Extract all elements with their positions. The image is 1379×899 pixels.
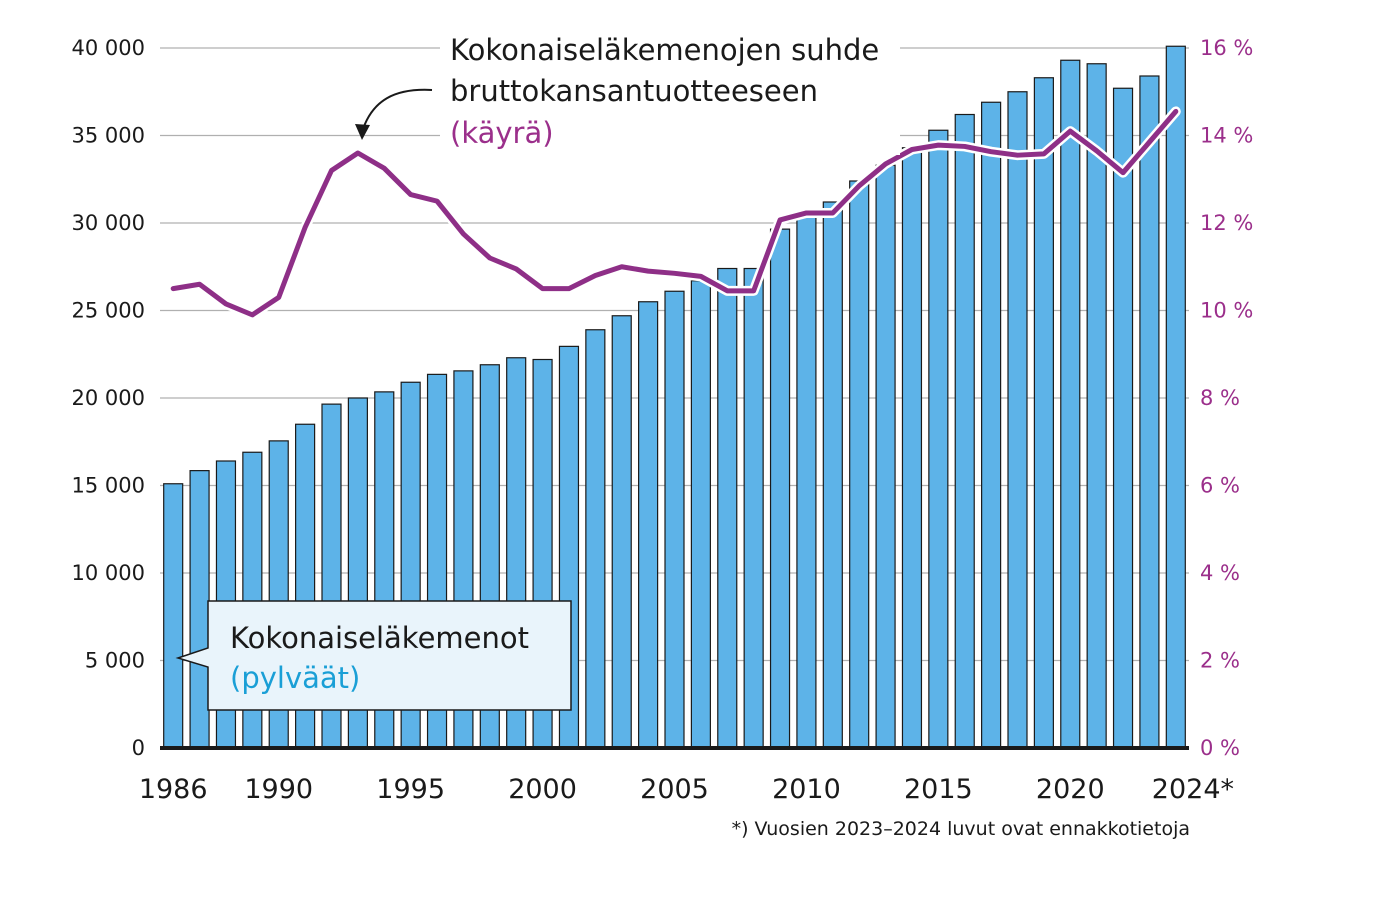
- bar-2007: [717, 267, 738, 749]
- left-axis-ticks: 0 5 000 10 000 15 000 20 000 25 000 30 000 35 0…: [72, 36, 145, 760]
- x-tick-label: 2010: [772, 774, 841, 805]
- bar-2022: [1112, 87, 1134, 749]
- bar-2021: [1086, 63, 1107, 749]
- bar-2003: [611, 315, 632, 749]
- left-tick-label: 35 000: [72, 124, 145, 148]
- x-tick-label: 2000: [508, 774, 577, 805]
- bar-2023: [1139, 75, 1160, 749]
- bar-2006: [690, 280, 711, 749]
- annotation-arrowhead-icon: [355, 124, 370, 140]
- annotation-arrow-icon: [361, 88, 433, 133]
- bar-2010: [796, 215, 817, 749]
- right-tick-label: 14 %: [1200, 124, 1253, 148]
- bar-2013: [875, 164, 896, 749]
- line-annotation: Kokonaiseläkemenojen suhde bruttokansant…: [355, 30, 900, 155]
- x-tick-label: 1995: [376, 774, 445, 805]
- bar-2015: [928, 129, 949, 749]
- right-tick-label: 2 %: [1200, 649, 1240, 673]
- bar-2017: [981, 101, 1002, 749]
- right-tick-label: 10 %: [1200, 299, 1253, 323]
- right-tick-label: 12 %: [1200, 211, 1253, 235]
- right-tick-label: 16 %: [1200, 36, 1253, 60]
- x-tick-label: 2024*: [1152, 774, 1234, 805]
- bar-2005: [664, 290, 685, 749]
- x-axis-ticks: 1986 1990 1995 2000 2005 2010 2015 2020 2024*: [139, 774, 1234, 805]
- bar-2020: [1060, 59, 1081, 749]
- bars-callout: Kokonaiseläkemenot (pylväät): [175, 600, 572, 711]
- right-tick-label: 4 %: [1200, 561, 1240, 585]
- bar-2024: [1165, 45, 1186, 749]
- bar-2018: [1007, 91, 1028, 749]
- bar-2012: [849, 180, 870, 749]
- right-axis-ticks: 0 % 2 % 4 % 6 % 8 % 10 % 12 % 14 % 16 %: [1200, 36, 1253, 760]
- left-tick-label: 40 000: [72, 36, 145, 60]
- bar-2002: [585, 329, 606, 749]
- bars-callout-box: [175, 600, 572, 711]
- right-tick-label: 0 %: [1200, 736, 1240, 760]
- bar-2008: [743, 267, 764, 749]
- bar-2011: [822, 201, 843, 749]
- x-tick-label: 2005: [640, 774, 709, 805]
- right-tick-label: 8 %: [1200, 386, 1240, 410]
- bar-1987: [189, 470, 210, 749]
- bars-callout-title-1: Kokonaiseläkemenot: [230, 621, 529, 655]
- gdp-ratio-line: [170, 108, 1179, 318]
- x-tick-label: 1990: [244, 774, 313, 805]
- footnote: *) Vuosien 2023–2024 luvut ovat ennakkot…: [732, 818, 1190, 840]
- bar-2004: [638, 301, 659, 749]
- line-annotation-title-3: (käyrä): [450, 116, 554, 150]
- bar-2014: [901, 147, 923, 749]
- left-tick-label: 30 000: [72, 211, 145, 235]
- bar-1986: [163, 483, 184, 749]
- right-tick-label: 6 %: [1200, 474, 1240, 498]
- line-annotation-title-2: bruttokansantuotteeseen: [450, 74, 818, 108]
- left-tick-label: 15 000: [72, 474, 145, 498]
- bar-2019: [1033, 77, 1054, 749]
- bars-callout-title-2: (pylväät): [230, 661, 360, 695]
- bars-group: [163, 45, 1186, 749]
- left-tick-label: 25 000: [72, 299, 145, 323]
- x-tick-label: 2015: [904, 774, 973, 805]
- x-tick-label: 2020: [1036, 774, 1105, 805]
- bar-2016: [954, 113, 975, 749]
- left-tick-label: 0: [132, 736, 145, 760]
- bar-2009: [769, 228, 791, 749]
- left-tick-label: 20 000: [72, 386, 145, 410]
- left-tick-label: 10 000: [72, 561, 145, 585]
- line-group: [168, 106, 1181, 320]
- x-tick-label: 1986: [139, 774, 208, 805]
- line-annotation-bg: [440, 30, 900, 155]
- left-tick-label: 5 000: [85, 649, 145, 673]
- line-annotation-title-1: Kokonaiseläkemenojen suhde: [450, 33, 879, 67]
